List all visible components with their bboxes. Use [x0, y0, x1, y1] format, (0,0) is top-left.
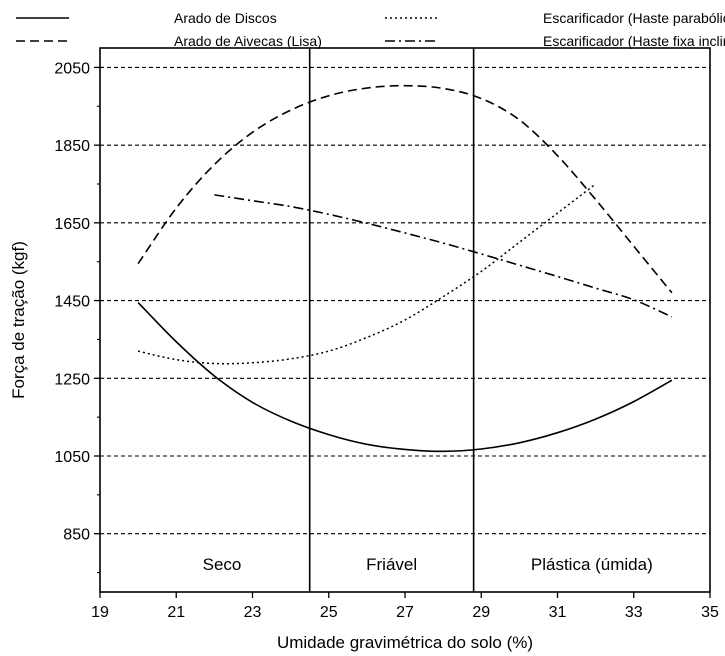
x-tick-label-2: 23 [244, 604, 262, 621]
x-tick-label-1: 21 [167, 604, 185, 621]
x-tick-label-7: 33 [625, 604, 643, 621]
grid-layer [100, 66, 710, 535]
y-tick-label-3: 1450 [54, 294, 90, 311]
y-tick-label-1: 1050 [54, 449, 90, 466]
x-tick-label-3: 25 [320, 604, 338, 621]
legend: Arado de Discos Arado de Aivecas (Lisa) Es… [16, 10, 725, 49]
series-line-0 [137, 301, 673, 453]
x-tick-label-4: 27 [396, 604, 414, 621]
legend-label-3: Escarificador (Haste fixa inclinada) [543, 33, 725, 49]
zone-label-layer: Seco Friável Plástica (úmida) [203, 555, 653, 574]
y-tick-label-6: 2050 [54, 60, 90, 77]
legend-label-2: Escarificador (Haste parabólica) [543, 10, 725, 26]
zone-divider-layer [308, 48, 475, 592]
series-line-3 [214, 194, 673, 318]
y-axis-title: Força de tração (kgf) [9, 241, 28, 399]
y-tick-label-4: 1650 [54, 216, 90, 233]
y-tick-label-2: 1250 [54, 371, 90, 388]
y-tick-label-0: 850 [63, 527, 90, 544]
legend-label-0: Arado de Discos [174, 10, 277, 26]
legend-label-1: Arado de Aivecas (Lisa) [174, 33, 322, 49]
zone-label-0: Seco [203, 555, 242, 574]
x-axis-title: Umidade gravimétrica do solo (%) [277, 633, 533, 652]
zone-label-1: Friável [366, 555, 417, 574]
series-line-1 [137, 84, 673, 294]
y-tick-label-5: 1850 [54, 138, 90, 155]
tick-layer: 850 1050 1250 1450 1650 1850 2050 19 21 23 25 27 29 3… [54, 60, 719, 621]
series-line-2 [137, 183, 597, 365]
x-tick-label-0: 19 [91, 604, 109, 621]
series-layer [137, 84, 673, 453]
x-tick-label-5: 29 [472, 604, 490, 621]
zone-label-2: Plástica (úmida) [531, 555, 653, 574]
x-tick-label-8: 35 [701, 604, 719, 621]
x-tick-label-6: 31 [549, 604, 567, 621]
